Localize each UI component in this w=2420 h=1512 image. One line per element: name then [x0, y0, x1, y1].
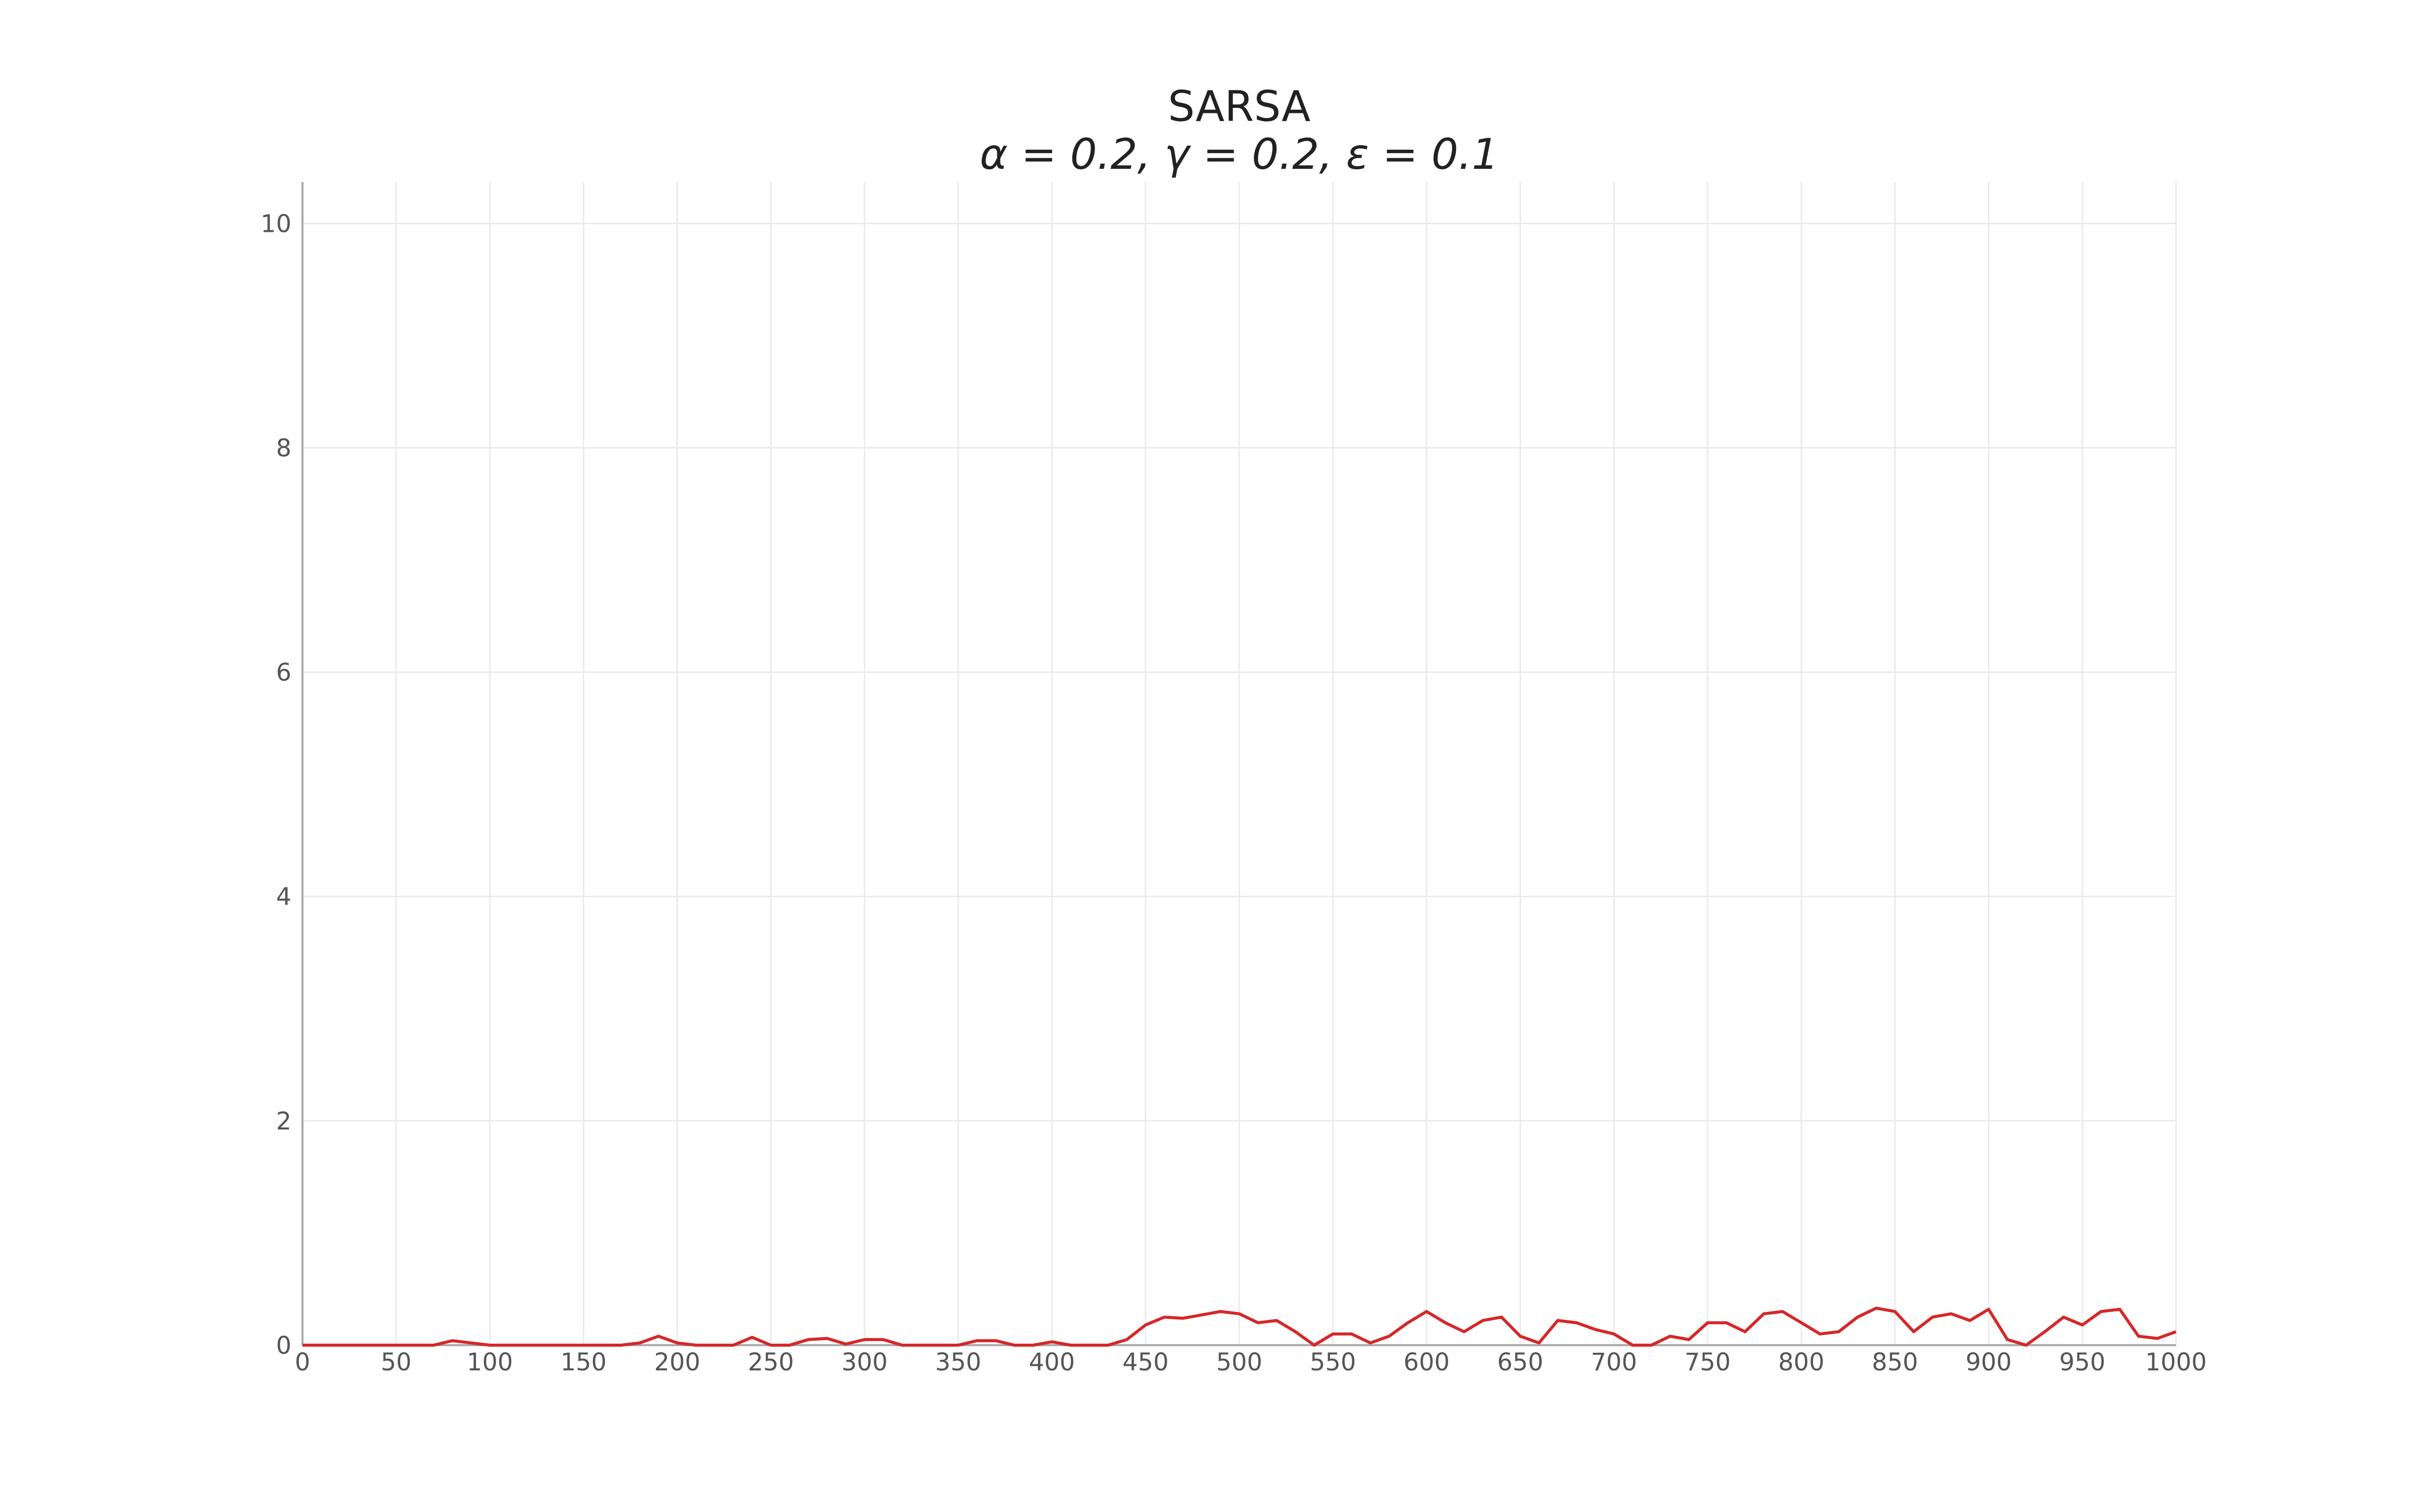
x-tick-label: 100	[467, 1348, 513, 1376]
x-tick-label: 800	[1778, 1348, 1825, 1376]
x-tick-label: 250	[748, 1348, 794, 1376]
x-tick-label: 600	[1404, 1348, 1450, 1376]
chart-subtitle: α = 0.2, γ = 0.2, ε = 0.1	[980, 130, 1498, 179]
y-tick-label: 4	[276, 883, 291, 911]
x-tick-label: 400	[1029, 1348, 1075, 1376]
chart-title: SARSA	[1168, 82, 1310, 131]
x-tick-label: 550	[1310, 1348, 1356, 1376]
y-tick-label: 8	[276, 434, 291, 462]
x-tick-label: 0	[295, 1348, 311, 1376]
x-tick-label: 150	[561, 1348, 607, 1376]
x-tick-label: 200	[654, 1348, 700, 1376]
x-tick-label: 300	[841, 1348, 888, 1376]
x-tick-label: 1000	[2145, 1348, 2207, 1376]
y-tick-label: 0	[276, 1332, 291, 1360]
x-tick-label: 350	[935, 1348, 982, 1376]
x-tick-label: 450	[1122, 1348, 1169, 1376]
x-tick-label: 650	[1497, 1348, 1544, 1376]
x-tick-label: 700	[1591, 1348, 1637, 1376]
y-tick-label: 6	[276, 659, 291, 687]
x-tick-label: 950	[2059, 1348, 2105, 1376]
x-tick-label: 50	[381, 1348, 411, 1376]
x-tick-label: 900	[1966, 1348, 2012, 1376]
x-tick-label: 500	[1216, 1348, 1262, 1376]
x-tick-label: 750	[1684, 1348, 1731, 1376]
y-tick-label: 10	[261, 210, 291, 238]
x-tick-label: 850	[1872, 1348, 1918, 1376]
data-line	[302, 1306, 2177, 1347]
y-tick-label: 2	[276, 1107, 291, 1136]
